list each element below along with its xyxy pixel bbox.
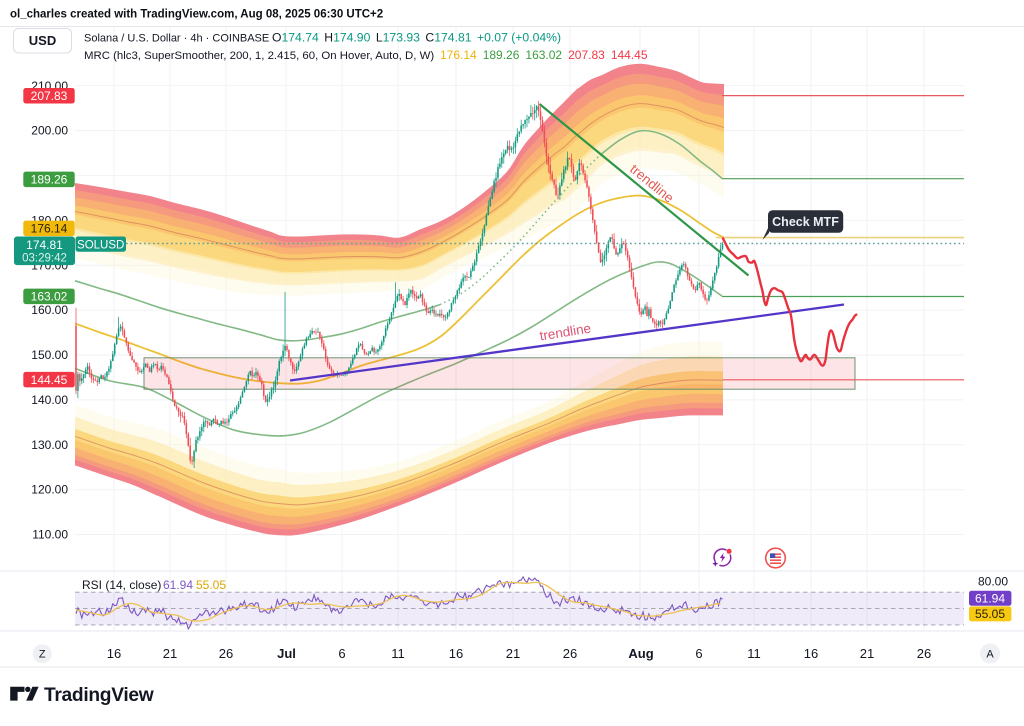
- svg-text:TradingView: TradingView: [44, 685, 154, 706]
- svg-text:11: 11: [391, 646, 405, 661]
- svg-text:55.05: 55.05: [975, 607, 1005, 621]
- svg-text:55.05: 55.05: [196, 578, 226, 592]
- svg-text:26: 26: [219, 646, 233, 661]
- svg-text:120.00: 120.00: [31, 483, 68, 497]
- svg-text:163.02: 163.02: [31, 290, 68, 304]
- svg-text:16: 16: [107, 646, 121, 661]
- svg-text:21: 21: [506, 646, 520, 661]
- svg-text:Check MTF: Check MTF: [772, 215, 839, 229]
- svg-text:130.00: 130.00: [31, 438, 68, 452]
- svg-text:RSI (14, close): RSI (14, close): [82, 578, 161, 592]
- svg-text:16: 16: [449, 646, 463, 661]
- svg-text:110.00: 110.00: [32, 528, 68, 542]
- svg-text:80.00: 80.00: [978, 574, 1008, 588]
- svg-text:140.00: 140.00: [31, 393, 68, 407]
- svg-text:6: 6: [695, 646, 702, 661]
- svg-text:Z: Z: [39, 649, 46, 661]
- svg-text:150.00: 150.00: [31, 348, 68, 362]
- svg-text:174.81: 174.81: [26, 238, 63, 252]
- svg-text:26: 26: [563, 646, 577, 661]
- svg-text:207.83: 207.83: [31, 89, 68, 103]
- svg-text:SOLUSD: SOLUSD: [77, 239, 124, 251]
- svg-text:176.14: 176.14: [31, 222, 68, 236]
- svg-text:Jul: Jul: [277, 646, 296, 661]
- svg-text:A: A: [986, 649, 994, 661]
- svg-text:MRC (hlc3, SuperSmoother, 200,: MRC (hlc3, SuperSmoother, 200, 1, 2.415,…: [84, 50, 434, 62]
- svg-text:61.94: 61.94: [975, 591, 1005, 605]
- svg-text:61.94: 61.94: [163, 578, 193, 592]
- svg-text:21: 21: [163, 646, 177, 661]
- svg-text:189.26: 189.26: [31, 173, 68, 187]
- svg-text:6: 6: [338, 646, 345, 661]
- svg-text:200.00: 200.00: [31, 124, 68, 138]
- svg-text:03:29:42: 03:29:42: [22, 253, 67, 265]
- svg-text:11: 11: [747, 646, 761, 661]
- svg-text:Aug: Aug: [628, 646, 653, 661]
- svg-text:16: 16: [804, 646, 818, 661]
- svg-text:USD: USD: [29, 33, 56, 48]
- svg-text:Solana / U.S. Dollar · 4h · CO: Solana / U.S. Dollar · 4h · COINBASE: [84, 33, 269, 45]
- svg-text:ol_charles created with Tradin: ol_charles created with TradingView.com,…: [10, 9, 383, 21]
- svg-text:21: 21: [860, 646, 874, 661]
- svg-text:144.45: 144.45: [31, 373, 68, 387]
- svg-text:26: 26: [917, 646, 931, 661]
- svg-text:160.00: 160.00: [31, 303, 68, 317]
